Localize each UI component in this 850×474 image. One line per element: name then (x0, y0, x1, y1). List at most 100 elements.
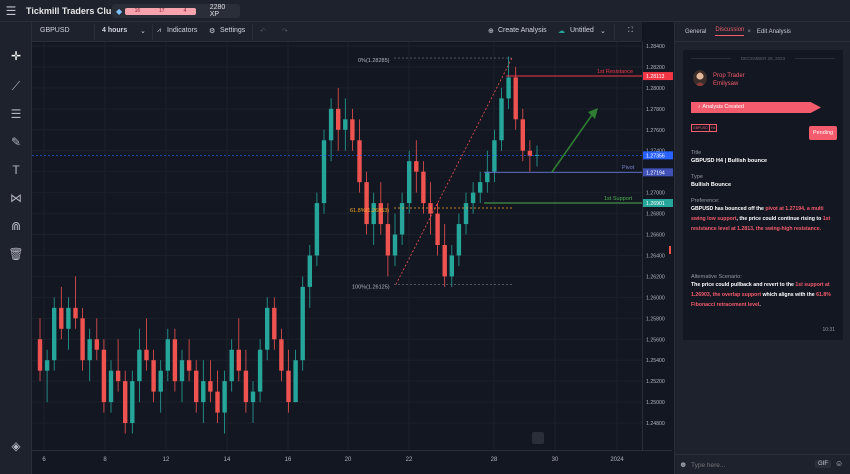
arrow-head (588, 108, 598, 119)
candle (470, 182, 476, 214)
candle (492, 129, 497, 183)
bottom-strip (32, 464, 672, 474)
candle (307, 245, 312, 308)
candle-body (463, 203, 469, 225)
candle (257, 339, 263, 403)
candle (101, 339, 107, 413)
price-tick-label: 1.26600 (646, 233, 665, 239)
candle-body (364, 182, 369, 225)
price-tick-label: 1.25200 (646, 379, 665, 385)
app-title: Tickmill Traders Club (26, 5, 117, 16)
time-tick-label: 14 (224, 457, 231, 463)
time-axis[interactable]: 6 8 12 14 16 20 22 28 30 2024 (32, 450, 672, 464)
time-tick-label: 8 (103, 457, 107, 463)
text-tool-icon[interactable]: T (12, 163, 20, 177)
candle-body (158, 370, 163, 392)
brush-icon[interactable]: ✎ (10, 135, 22, 149)
candle-body (137, 349, 142, 382)
pivot-label: Pivot (622, 165, 635, 171)
candle (130, 370, 135, 434)
settings-button[interactable]: Settings (220, 27, 246, 34)
candle (44, 349, 50, 403)
candle-body (194, 370, 199, 403)
candle-body (123, 381, 128, 424)
measure-icon[interactable]: ⋒ (10, 219, 22, 233)
emoji-icon[interactable]: ☻ (679, 460, 688, 469)
type-label: Type (691, 174, 703, 180)
xp-segment: 16 (134, 8, 141, 14)
alternative-text: The price could pullback and revert to t… (691, 281, 839, 310)
close-icon[interactable]: × (747, 28, 751, 35)
candle-body (385, 224, 391, 256)
chart-toolbar: GBPUSD 4 hours ⌄ ⩘ Indicators ⚙ Settings… (32, 22, 642, 42)
sticker-icon[interactable]: ☺ (835, 459, 844, 468)
indicators-button[interactable]: Indicators (167, 27, 198, 34)
redo-icon[interactable]: ↷ (282, 28, 288, 35)
candle-body (314, 203, 320, 256)
preference-label: Preference: (691, 198, 720, 204)
avatar-picture (695, 72, 705, 86)
candle (286, 349, 291, 413)
candle (350, 108, 355, 151)
candle-body (336, 108, 341, 130)
tab-general[interactable]: General (685, 28, 707, 35)
candle-body (442, 245, 447, 277)
gif-button[interactable]: GIF (815, 460, 831, 468)
candle (158, 360, 163, 413)
candle (378, 182, 383, 235)
candle (293, 349, 298, 403)
candle (115, 339, 121, 392)
price-tick-label: 1.26000 (646, 295, 665, 301)
time-tick-label: 28 (491, 457, 498, 463)
text-segment: . (759, 301, 761, 308)
timeframe-selector[interactable]: 4 hours (102, 27, 128, 34)
channel-icon[interactable]: ☰ (10, 107, 22, 121)
time-tick-label: 30 (552, 457, 559, 463)
undo-icon[interactable]: ↶ (260, 28, 266, 35)
pattern-icon[interactable]: ⋈ (10, 191, 22, 205)
candle-body (52, 307, 57, 361)
chevron-down-icon[interactable]: ⌄ (600, 28, 606, 35)
gem-icon: ◆ (116, 6, 123, 16)
chevron-down-icon[interactable]: ⌄ (140, 28, 146, 35)
candle-body (357, 140, 362, 183)
candle (52, 297, 57, 371)
candle (208, 360, 213, 403)
timeframe-tag: H4 (709, 124, 718, 132)
xp-value: 2280 XP (209, 4, 226, 18)
layers-icon[interactable]: ◈ (11, 439, 21, 453)
create-analysis-button[interactable]: Create Analysis (498, 27, 547, 34)
candle-body (506, 77, 511, 99)
message-input[interactable] (691, 459, 801, 471)
price-tick-label: 1.27600 (646, 128, 665, 134)
symbol-selector[interactable]: GBPUSD (40, 27, 70, 34)
trend-line-icon[interactable]: ⟋ (11, 78, 21, 93)
chart-canvas[interactable]: 1st Resistance Pivot 1st Support 0%(1.28285… (32, 42, 642, 450)
price-axis[interactable]: 1.284001.282001.280001.278001.276001.274… (642, 42, 673, 450)
author-info: Prop Trader Emilysaw (713, 72, 745, 88)
tab-edit-analysis[interactable]: Edit Analysis (756, 28, 791, 35)
ribbon-label: Analysis Created (702, 104, 744, 110)
fullscreen-icon[interactable]: ⛶ (628, 27, 633, 34)
status-badge[interactable]: Pending (809, 126, 837, 140)
untitled-button[interactable]: Untitled (570, 27, 594, 34)
candlestick-chart: 1st Resistance Pivot 1st Support 0%(1.28285… (32, 42, 642, 450)
highlight-segment: pivot at 1.27194 (765, 206, 804, 212)
candle (73, 276, 78, 329)
price-badge (643, 168, 673, 177)
candle (37, 318, 43, 382)
candle-body (399, 203, 405, 235)
candle (165, 328, 170, 382)
time-axis-labels: 6 8 12 14 16 20 22 28 30 2024 (42, 457, 624, 463)
time-tick-label: 2024 (610, 457, 624, 463)
candle (336, 87, 341, 151)
tab-discussion[interactable]: Discussion (715, 27, 745, 36)
candle-body (222, 381, 227, 413)
crosshair-icon[interactable]: ✛ (10, 49, 22, 63)
panel-tabs: General Discussion × Edit Analysis (675, 22, 850, 42)
hamburger-menu-icon[interactable]: ☰ (5, 3, 17, 18)
fib-618-label: 61.8%(1.26853) (350, 208, 389, 214)
candle-body (407, 161, 412, 204)
trash-icon[interactable]: 🗑 (8, 247, 24, 261)
analysis-panel: General Discussion × Edit Analysis DECEM… (674, 22, 850, 474)
